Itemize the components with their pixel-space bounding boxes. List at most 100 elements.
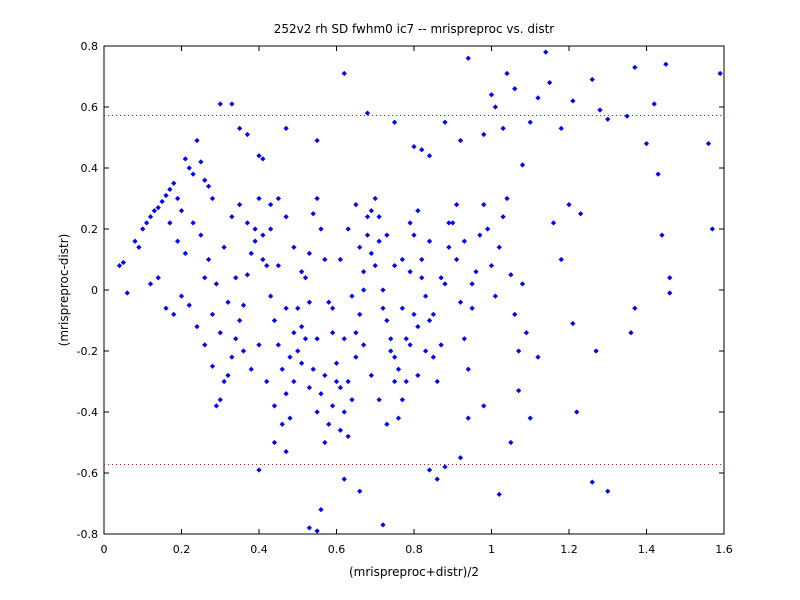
data-point <box>213 281 219 287</box>
data-point <box>450 220 456 226</box>
data-point <box>240 302 247 308</box>
data-point <box>333 378 340 385</box>
data-point <box>194 323 200 330</box>
data-point <box>423 293 429 299</box>
data-point <box>535 95 541 101</box>
data-point <box>574 409 580 415</box>
data-point <box>190 171 196 177</box>
data-point <box>411 311 417 318</box>
data-point <box>446 220 452 226</box>
data-point <box>438 275 444 281</box>
data-point <box>225 299 231 305</box>
data-point <box>399 256 405 263</box>
data-point <box>186 302 192 308</box>
data-point <box>516 348 522 354</box>
data-point <box>256 467 262 473</box>
data-point <box>341 70 347 77</box>
data-point <box>481 131 487 138</box>
data-point <box>465 366 471 372</box>
data-point <box>264 378 270 385</box>
y-tick-label: -0.6 <box>77 467 98 480</box>
data-point <box>461 238 467 244</box>
data-point <box>217 101 223 107</box>
data-point <box>182 156 188 162</box>
data-point <box>384 421 390 427</box>
data-point <box>186 165 192 171</box>
data-point <box>628 330 634 336</box>
data-point <box>384 317 390 324</box>
data-point <box>589 479 595 485</box>
data-point <box>116 262 123 269</box>
data-point <box>392 354 398 360</box>
data-point <box>659 232 665 238</box>
data-point <box>651 101 657 107</box>
data-point <box>330 305 336 311</box>
data-point <box>667 290 673 296</box>
data-point <box>151 208 157 214</box>
data-point <box>341 336 347 342</box>
data-point <box>643 140 650 147</box>
data-point <box>488 262 495 269</box>
data-point <box>361 269 367 275</box>
data-point <box>275 195 281 202</box>
data-point <box>310 366 316 372</box>
y-tick-label: 0.6 <box>81 101 99 114</box>
data-point <box>291 378 297 385</box>
data-point <box>570 98 576 104</box>
data-point <box>527 119 533 125</box>
data-point <box>500 214 506 220</box>
data-point <box>388 336 394 342</box>
data-point <box>411 232 417 238</box>
data-point <box>492 293 498 299</box>
data-point <box>372 195 378 202</box>
x-tick-label: 0.4 <box>250 543 268 556</box>
data-point <box>407 220 413 226</box>
y-tick-label: -0.2 <box>77 345 98 358</box>
data-point <box>279 421 285 427</box>
data-point <box>527 415 533 421</box>
data-point <box>318 226 324 232</box>
data-point <box>376 214 382 220</box>
data-point <box>388 348 394 354</box>
data-point <box>314 409 320 415</box>
data-point <box>558 256 564 263</box>
x-axis-label: (mrispreproc+distr)/2 <box>349 565 479 579</box>
data-point <box>217 330 223 336</box>
x-axis-ticks: 0 0.2 0.4 0.6 0.8 1 1.2 1.4 1.6 <box>101 46 733 556</box>
data-point <box>364 214 371 220</box>
data-point <box>380 305 386 311</box>
data-point <box>481 403 487 409</box>
data-point <box>558 125 564 131</box>
data-point <box>709 226 715 232</box>
data-point <box>457 137 464 144</box>
data-point <box>124 290 130 296</box>
data-point <box>632 305 638 311</box>
data-point <box>481 201 487 208</box>
data-point <box>570 320 576 327</box>
data-point <box>240 348 247 354</box>
data-point <box>624 113 630 119</box>
data-point <box>163 192 169 199</box>
data-point <box>353 201 359 208</box>
data-point <box>380 287 386 293</box>
data-point <box>260 156 266 162</box>
data-point <box>434 378 440 385</box>
data-point <box>295 305 301 311</box>
data-point <box>605 488 611 494</box>
data-point <box>469 305 475 311</box>
data-point <box>306 299 312 305</box>
data-point <box>209 311 216 318</box>
data-point <box>314 528 320 534</box>
data-point <box>314 137 320 144</box>
data-point <box>256 195 262 202</box>
y-axis-ticks: -0.8 -0.6 -0.4 -0.2 0 0.2 0.4 0.6 0.8 <box>77 40 724 541</box>
data-point <box>496 244 502 250</box>
data-point <box>368 372 374 379</box>
data-point <box>244 272 250 278</box>
reference-lines <box>104 115 724 465</box>
data-point <box>221 244 227 250</box>
data-point <box>326 421 332 427</box>
y-tick-label: -0.4 <box>77 406 98 419</box>
data-point <box>345 433 351 440</box>
data-point <box>477 232 483 238</box>
